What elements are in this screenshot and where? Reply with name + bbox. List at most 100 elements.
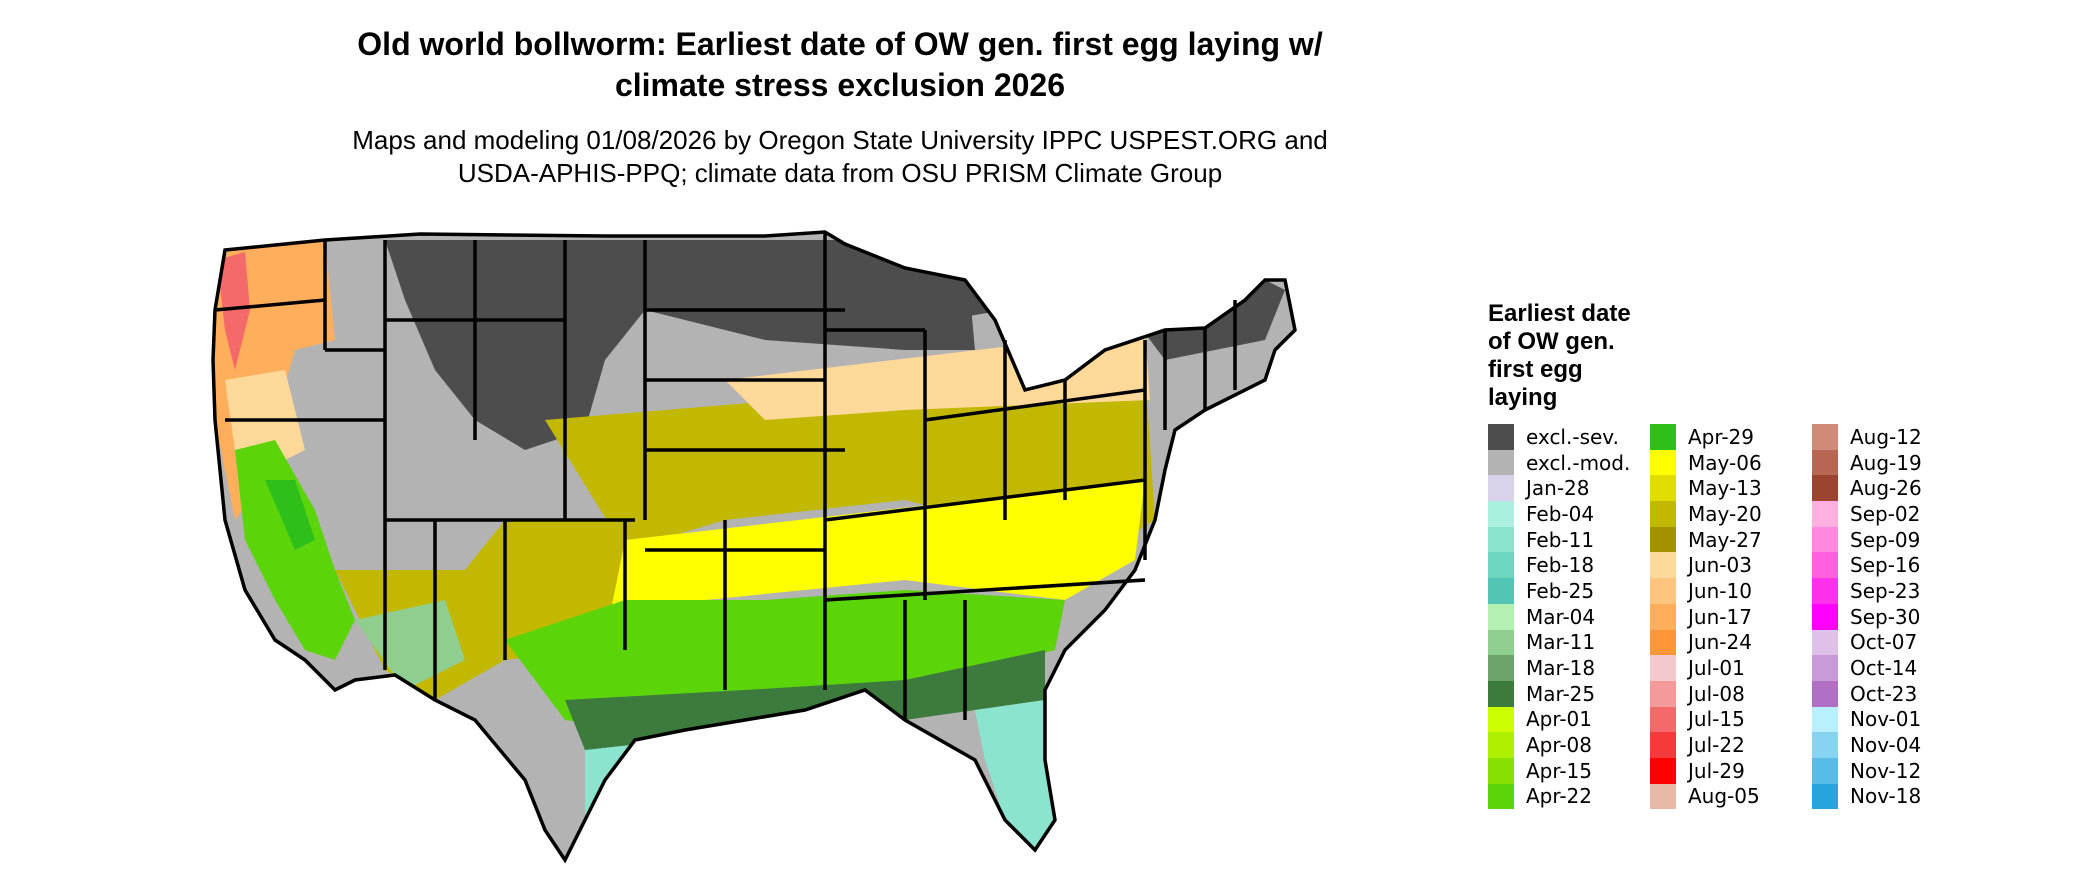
- legend-item: excl.-sev.: [1488, 424, 1630, 450]
- legend-label: Mar-25: [1526, 681, 1596, 706]
- legend-item: Apr-08: [1488, 732, 1630, 758]
- legend-label: Apr-22: [1526, 784, 1592, 809]
- legend-swatch: [1488, 732, 1514, 758]
- excl-sev-region: [385, 240, 975, 450]
- legend-swatch: [1812, 732, 1838, 758]
- legend-item: excl.-mod.: [1488, 449, 1631, 476]
- legend-label: Jul-22: [1688, 733, 1745, 758]
- legend-label: Aug-26: [1850, 476, 1922, 501]
- legend-item: Aug-05: [1650, 783, 1762, 810]
- legend-label: Oct-07: [1850, 630, 1918, 655]
- legend-swatch: [1650, 578, 1676, 604]
- map-title-line-2: climate stress exclusion 2026: [614, 67, 1066, 103]
- cascades-region: [217, 252, 250, 370]
- legend-item: Nov-18: [1812, 783, 1922, 810]
- legend-item: Mar-11: [1488, 629, 1630, 656]
- legend-item: Jun-24: [1650, 629, 1762, 656]
- legend-item: Oct-23: [1812, 680, 1922, 707]
- legend-label: Apr-08: [1526, 733, 1592, 758]
- legend-swatch: [1812, 783, 1838, 810]
- legend-swatch: [1650, 603, 1676, 630]
- legend-label: Jan-28: [1526, 476, 1590, 501]
- gulf-states-band: [505, 590, 1065, 730]
- legend-item: Feb-11: [1488, 526, 1630, 553]
- legend-swatch: [1650, 732, 1676, 758]
- legend-label: Mar-11: [1526, 630, 1596, 655]
- legend-swatch: [1488, 757, 1514, 784]
- legend-swatch: [1488, 783, 1514, 810]
- legend-item: Feb-25: [1488, 578, 1630, 604]
- legend-label: Feb-25: [1526, 578, 1595, 603]
- legend-swatch: [1488, 629, 1514, 656]
- legend-label: excl.-mod.: [1526, 450, 1631, 475]
- florida-region: [975, 700, 1055, 850]
- legend-swatch: [1488, 424, 1514, 450]
- legend-swatch: [1488, 655, 1514, 681]
- legend-swatch: [1650, 680, 1676, 707]
- legend-label: Aug-05: [1688, 784, 1760, 809]
- legend-item: Apr-01: [1488, 706, 1630, 733]
- legend-swatch: [1488, 706, 1514, 733]
- legend-item: Feb-04: [1488, 501, 1630, 527]
- legend-item: Sep-02: [1812, 501, 1922, 527]
- legend-item: Apr-15: [1488, 757, 1630, 784]
- tennessee-band: [605, 480, 1145, 640]
- state-boundaries: [211, 230, 1297, 864]
- legend-item: Apr-29: [1650, 424, 1762, 450]
- map-title: Old world bollworm: Earliest date of OW …: [300, 24, 1380, 106]
- legend-swatch: [1650, 706, 1676, 733]
- legend-label: May-27: [1688, 527, 1762, 552]
- legend-swatch: [1488, 475, 1514, 502]
- legend-label: Sep-09: [1850, 527, 1921, 552]
- map-title-line-1: Old world bollworm: Earliest date of OW …: [357, 26, 1323, 62]
- legend-label: Apr-01: [1526, 707, 1592, 732]
- legend-label: Sep-02: [1850, 501, 1921, 526]
- legend-label: May-06: [1688, 450, 1762, 475]
- arizona-region: [355, 600, 465, 690]
- legend-label: Oct-23: [1850, 681, 1918, 706]
- legend-item: Mar-25: [1488, 680, 1630, 707]
- legend-item: May-27: [1650, 526, 1762, 553]
- legend-column-1: excl.-sev. excl.-mod. Jan-28 Feb-04 Feb-11 Fe…: [1488, 424, 1631, 810]
- legend-label: May-20: [1688, 501, 1762, 526]
- legend-label: Nov-12: [1850, 758, 1922, 783]
- legend-swatch: [1488, 449, 1514, 476]
- legend-item: Sep-30: [1812, 603, 1922, 630]
- legend-swatch: [1488, 526, 1514, 553]
- legend-label: Feb-18: [1526, 553, 1595, 578]
- legend-swatch: [1650, 757, 1676, 784]
- central-valley-region: [265, 480, 315, 550]
- legend-label: Feb-04: [1526, 501, 1595, 526]
- legend-item: Nov-01: [1812, 706, 1922, 733]
- legend-swatch: [1650, 783, 1676, 810]
- legend-label: Sep-30: [1850, 604, 1921, 629]
- legend-label: Nov-01: [1850, 707, 1922, 732]
- excl-sev-region-mi: [865, 280, 1005, 320]
- legend-item: Nov-04: [1812, 732, 1922, 758]
- legend-item: Oct-14: [1812, 655, 1922, 681]
- legend-swatch: [1488, 501, 1514, 527]
- us-degree-day-map: [211, 230, 1297, 864]
- legend-label: Jun-24: [1688, 630, 1752, 655]
- legend-label: Aug-12: [1850, 424, 1922, 449]
- legend-item: Aug-12: [1812, 424, 1922, 450]
- legend-swatch: [1812, 449, 1838, 476]
- legend-swatch: [1812, 680, 1838, 707]
- legend-swatch: [1812, 706, 1838, 733]
- legend-item: May-20: [1650, 501, 1762, 527]
- legend-label: Mar-04: [1526, 604, 1596, 629]
- legend-label: Sep-16: [1850, 553, 1921, 578]
- legend-item: Jul-15: [1650, 706, 1762, 733]
- legend-swatch: [1812, 578, 1838, 604]
- legend-swatch: [1650, 629, 1676, 656]
- legend-swatch: [1650, 552, 1676, 579]
- legend-title-line-2: of OW gen.: [1488, 328, 1615, 355]
- legend-swatch: [1812, 757, 1838, 784]
- legend-label: Sep-23: [1850, 578, 1921, 603]
- legend-item: Apr-22: [1488, 783, 1630, 810]
- legend-swatch: [1812, 655, 1838, 681]
- legend-label: excl.-sev.: [1526, 424, 1619, 449]
- legend-label: Jul-15: [1688, 707, 1745, 732]
- legend-swatch: [1488, 603, 1514, 630]
- legend-item: Jul-01: [1650, 655, 1762, 681]
